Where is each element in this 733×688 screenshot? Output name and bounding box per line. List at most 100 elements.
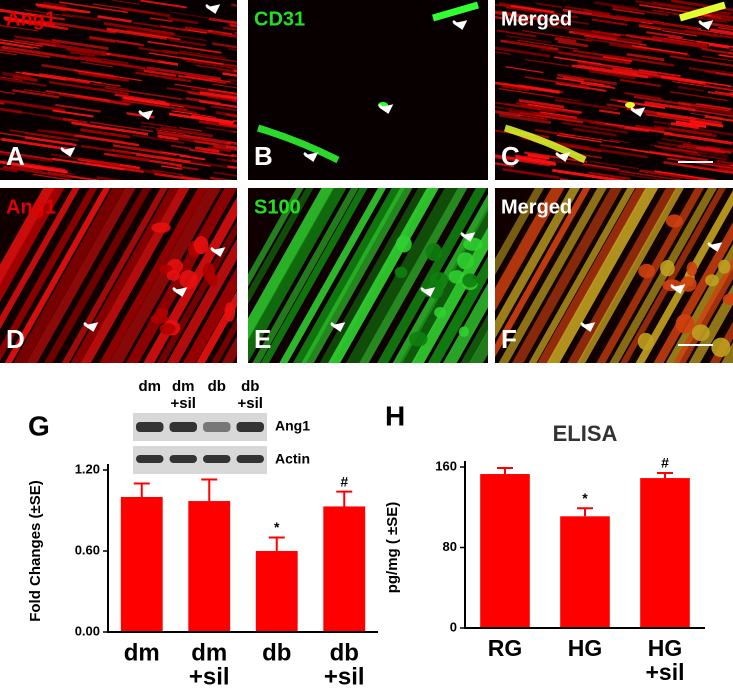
streak	[711, 15, 733, 22]
stain-label: Merged	[501, 8, 572, 30]
fiber-section	[680, 276, 697, 292]
fiber	[0, 188, 56, 287]
streak	[591, 18, 628, 26]
significance-mark: #	[661, 455, 669, 471]
blot-row-label: Ang1	[275, 418, 310, 434]
streak	[554, 36, 577, 44]
fiber	[4, 188, 111, 363]
fiber-section	[462, 273, 478, 288]
streak	[0, 24, 39, 32]
streak	[205, 126, 237, 133]
fiber	[279, 188, 387, 363]
streak	[198, 100, 237, 109]
streak	[228, 22, 237, 27]
streak	[51, 38, 109, 51]
streak	[0, 99, 66, 113]
bar	[323, 506, 366, 632]
fiber-section	[458, 326, 470, 337]
fiber	[495, 188, 580, 339]
fiber	[43, 188, 152, 363]
streak	[561, 121, 629, 134]
x-tick-label: +sil	[324, 663, 365, 688]
streak	[619, 170, 683, 180]
streak	[9, 129, 79, 142]
fiber-section	[638, 263, 655, 279]
blot-band	[203, 455, 231, 463]
streak	[78, 56, 102, 61]
fiber	[70, 188, 180, 363]
streak	[4, 18, 69, 31]
streak	[168, 11, 217, 20]
streak	[80, 128, 130, 139]
streak	[138, 46, 178, 55]
fiber-section	[705, 274, 719, 287]
streak	[210, 105, 237, 112]
x-tick-label: HG	[648, 635, 683, 661]
blot-lane-label: +sil	[171, 395, 196, 412]
fiber	[26, 188, 136, 363]
streak	[559, 132, 620, 144]
fiber	[653, 222, 733, 363]
streak	[654, 170, 718, 180]
blot-lane-label: db	[208, 378, 226, 395]
error-bar	[268, 536, 285, 551]
streak	[526, 115, 547, 121]
streak	[670, 55, 733, 67]
streak	[531, 111, 606, 125]
streak	[702, 55, 733, 62]
streak	[653, 125, 717, 138]
y-tick-label: 160	[435, 458, 457, 473]
streak	[106, 27, 181, 41]
streak	[0, 150, 60, 162]
fiber	[109, 188, 222, 363]
fiber	[620, 188, 727, 363]
streak	[704, 115, 733, 122]
streak	[663, 160, 733, 174]
fiber	[688, 284, 733, 363]
streak	[495, 46, 551, 58]
streak	[713, 91, 733, 97]
streak	[80, 61, 113, 68]
stain-label: CD31	[254, 8, 305, 30]
micrograph	[248, 188, 488, 363]
bar	[188, 501, 231, 632]
streak	[70, 51, 95, 57]
streak	[50, 153, 120, 166]
streak	[645, 113, 699, 124]
fiber-section	[718, 259, 731, 274]
streak	[207, 146, 232, 153]
streak	[501, 84, 530, 92]
streak	[140, 121, 177, 129]
streak	[0, 39, 44, 47]
streak	[688, 67, 717, 74]
streak	[705, 161, 733, 168]
streak	[0, 152, 53, 163]
arrow	[630, 107, 646, 117]
fiber-section	[425, 242, 442, 261]
streak	[651, 1, 731, 16]
streak	[552, 168, 627, 180]
arrow	[210, 247, 226, 257]
blot-band	[136, 422, 164, 432]
streak	[227, 165, 237, 169]
fiber	[512, 188, 623, 363]
fiber-section	[722, 293, 733, 305]
bar	[120, 497, 163, 632]
streak	[12, 75, 38, 82]
panel-letter: B	[254, 141, 273, 171]
fiber	[546, 188, 659, 363]
streak	[677, 144, 724, 155]
streak	[0, 76, 23, 82]
streak	[557, 73, 617, 86]
streak	[589, 160, 640, 170]
error-bar	[133, 482, 150, 497]
streak	[632, 45, 688, 55]
blot-row-label: Actin	[275, 451, 310, 467]
bar	[560, 516, 610, 628]
streak	[577, 60, 658, 76]
streak	[148, 52, 224, 65]
streak	[518, 99, 565, 109]
streak	[704, 84, 730, 91]
streak	[209, 176, 233, 180]
streak	[194, 146, 220, 153]
